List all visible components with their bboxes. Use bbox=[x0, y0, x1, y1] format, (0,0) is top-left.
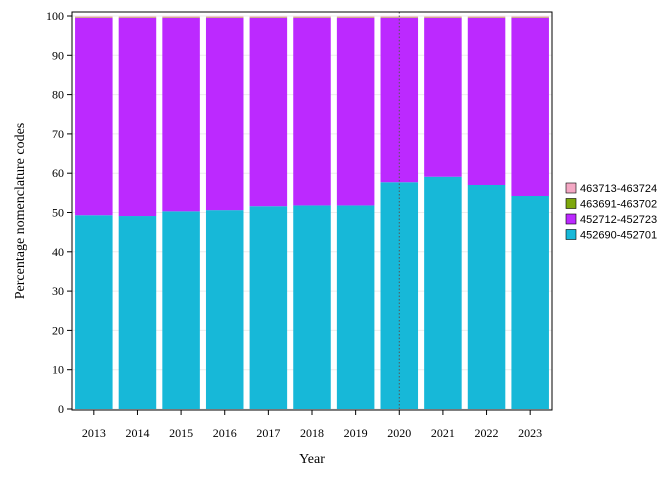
bar-segment bbox=[162, 211, 200, 409]
y-tick-label: 90 bbox=[52, 48, 64, 62]
bar-segment bbox=[468, 18, 506, 185]
legend: 463713-463724 463691-463702 452712-452723 4… bbox=[566, 183, 657, 242]
x-tick-label: 2015 bbox=[169, 426, 193, 440]
x-tick-label: 2014 bbox=[125, 426, 149, 440]
bar-segment bbox=[293, 205, 331, 409]
x-tick-label: 2017 bbox=[256, 426, 280, 440]
x-tick-label: 2016 bbox=[213, 426, 237, 440]
y-tick-label: 70 bbox=[52, 127, 64, 141]
legend-label: 463691-463702 bbox=[580, 199, 657, 211]
bar-segment bbox=[119, 16, 157, 17]
y-tick-label: 50 bbox=[52, 206, 64, 220]
x-tick-label: 2019 bbox=[344, 426, 368, 440]
y-tick-label: 80 bbox=[52, 88, 64, 102]
bar-segment bbox=[511, 196, 549, 409]
bar-segment bbox=[119, 18, 157, 216]
y-tick-label: 100 bbox=[46, 9, 64, 23]
x-tick-label: 2023 bbox=[518, 426, 542, 440]
y-axis: 0 10 20 30 40 50 60 70 80 90 100 bbox=[46, 9, 72, 416]
x-axis: 2013 2014 2015 2016 2017 2018 2019 2020 2021 2022… bbox=[82, 410, 542, 440]
legend-swatch bbox=[566, 230, 576, 240]
y-axis-title: Percentage nomenclature codes bbox=[13, 123, 28, 299]
bar-segment bbox=[250, 16, 288, 17]
y-tick-label: 60 bbox=[52, 166, 64, 180]
x-tick-label: 2022 bbox=[475, 426, 499, 440]
bar-segment bbox=[75, 215, 113, 409]
bar-segment bbox=[162, 18, 200, 211]
legend-label: 463713-463724 bbox=[580, 183, 657, 195]
bar-segment bbox=[337, 18, 375, 205]
bar-segment bbox=[206, 210, 244, 409]
bar-segment bbox=[337, 205, 375, 409]
y-tick-label: 40 bbox=[52, 245, 64, 259]
legend-swatch bbox=[566, 199, 576, 209]
x-tick-label: 2021 bbox=[431, 426, 455, 440]
bar-segment bbox=[75, 18, 113, 215]
x-tick-label: 2018 bbox=[300, 426, 324, 440]
bar-segment bbox=[206, 16, 244, 17]
bar-segment bbox=[424, 177, 462, 409]
bar-segment bbox=[250, 18, 288, 206]
bars bbox=[75, 16, 549, 409]
x-tick-label: 2020 bbox=[387, 426, 411, 440]
x-tick-label: 2013 bbox=[82, 426, 106, 440]
bar-segment bbox=[119, 216, 157, 409]
bar-segment bbox=[293, 18, 331, 205]
bar-segment bbox=[75, 16, 113, 17]
y-tick-label: 0 bbox=[58, 402, 64, 416]
bar-segment bbox=[250, 206, 288, 409]
bar-segment bbox=[511, 18, 549, 196]
legend-swatch bbox=[566, 183, 576, 193]
bar-segment bbox=[162, 16, 200, 17]
y-tick-label: 10 bbox=[52, 363, 64, 377]
legend-label: 452690-452701 bbox=[580, 230, 657, 242]
bar-segment bbox=[511, 16, 549, 17]
bar-segment bbox=[424, 16, 462, 17]
bar-segment bbox=[468, 16, 506, 17]
y-tick-label: 30 bbox=[52, 284, 64, 298]
bar-segment bbox=[293, 16, 331, 17]
bar-segment bbox=[206, 18, 244, 210]
y-tick-label: 20 bbox=[52, 323, 64, 337]
x-axis-title: Year bbox=[299, 452, 325, 467]
legend-swatch bbox=[566, 214, 576, 224]
legend-label: 452712-452723 bbox=[580, 214, 657, 226]
bar-segment bbox=[424, 18, 462, 177]
bar-segment bbox=[468, 185, 506, 409]
bar-segment bbox=[337, 16, 375, 17]
